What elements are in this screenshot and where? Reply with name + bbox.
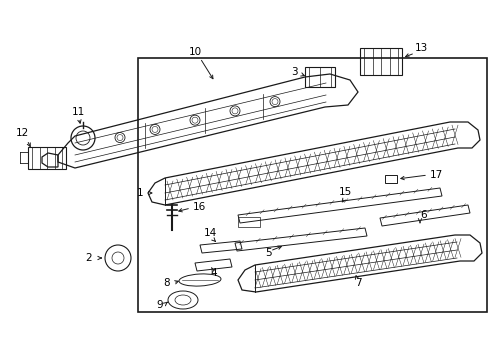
Text: 15: 15 <box>338 187 351 197</box>
Bar <box>384 175 396 183</box>
Text: 2: 2 <box>85 253 92 263</box>
Text: 1: 1 <box>136 188 142 198</box>
Text: 14: 14 <box>203 228 216 238</box>
Text: 8: 8 <box>163 278 170 288</box>
Text: 12: 12 <box>15 128 29 138</box>
Text: 3: 3 <box>291 67 297 77</box>
Text: 5: 5 <box>264 248 271 258</box>
Text: 7: 7 <box>354 278 361 288</box>
Bar <box>138 58 486 312</box>
Text: 10: 10 <box>188 47 201 57</box>
Text: 9: 9 <box>156 300 163 310</box>
Text: 17: 17 <box>429 170 442 180</box>
Text: 4: 4 <box>210 268 217 278</box>
Text: 13: 13 <box>414 43 427 53</box>
Text: 6: 6 <box>419 210 426 220</box>
Bar <box>238 217 260 227</box>
Text: 11: 11 <box>71 107 84 117</box>
Text: 16: 16 <box>193 202 206 212</box>
